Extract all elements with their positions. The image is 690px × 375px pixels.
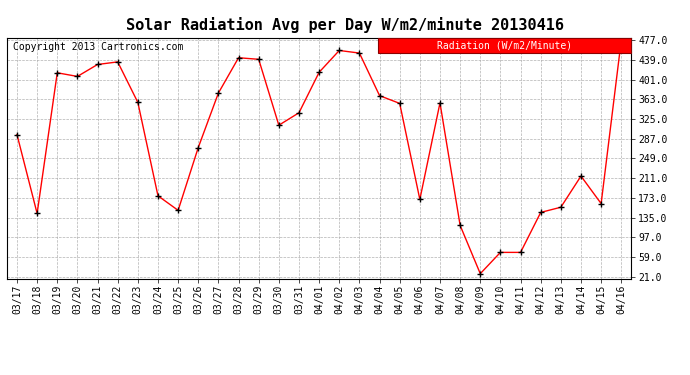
Text: Solar Radiation Avg per Day W/m2/minute 20130416: Solar Radiation Avg per Day W/m2/minute …: [126, 17, 564, 33]
Text: Copyright 2013 Cartronics.com: Copyright 2013 Cartronics.com: [13, 42, 184, 52]
FancyBboxPatch shape: [378, 38, 631, 53]
Text: Radiation (W/m2/Minute): Radiation (W/m2/Minute): [437, 40, 573, 50]
